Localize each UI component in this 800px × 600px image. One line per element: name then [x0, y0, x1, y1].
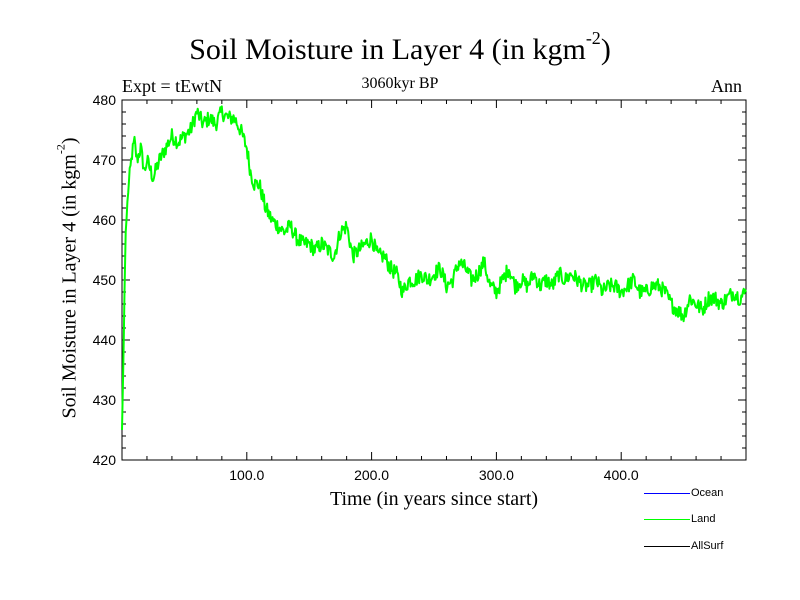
x-tick-label: 100.0: [229, 467, 264, 483]
axis-ticks: [122, 99, 746, 461]
x-tick-label: 200.0: [354, 467, 389, 483]
chart-title: Soil Moisture in Layer 4 (in kgm-2): [189, 28, 611, 66]
y-tick-label: 450: [93, 272, 117, 288]
legend-ocean-line: [644, 493, 690, 494]
legend-allsurf-label: AllSurf: [691, 540, 724, 552]
y-tick-label: 470: [93, 152, 117, 168]
season-label: Ann: [711, 76, 742, 96]
period-label: 3060kyr BP: [361, 75, 439, 92]
y-tick-label: 430: [93, 392, 117, 408]
legend-allsurf-line: [644, 546, 690, 547]
legend-land-line: [644, 519, 690, 520]
y-tick-label: 420: [93, 452, 117, 468]
y-tick-label: 460: [93, 212, 117, 228]
y-axis-label: Soil Moisture in Layer 4 (in kgm-2): [53, 137, 81, 419]
y-axis-label-container: Soil Moisture in Layer 4 (in kgm-2): [54, 96, 84, 460]
legend-ocean-label: Ocean: [691, 487, 724, 499]
x-tick-label: 400.0: [604, 467, 639, 483]
y-tick-label: 440: [93, 332, 117, 348]
x-axis-label: Time (in years since start): [329, 488, 539, 510]
series-line-land: [121, 105, 747, 431]
y-tick-label: 480: [93, 92, 117, 108]
experiment-label: Expt = tEwtN: [122, 76, 223, 96]
legend-land-label: Land: [691, 513, 716, 525]
series-group: [121, 105, 747, 431]
axis-tick-labels: 100.0 200.0 300.0 400.0 420 430 440 450 460 470 48…: [93, 92, 639, 483]
x-tick-label: 300.0: [479, 467, 514, 483]
